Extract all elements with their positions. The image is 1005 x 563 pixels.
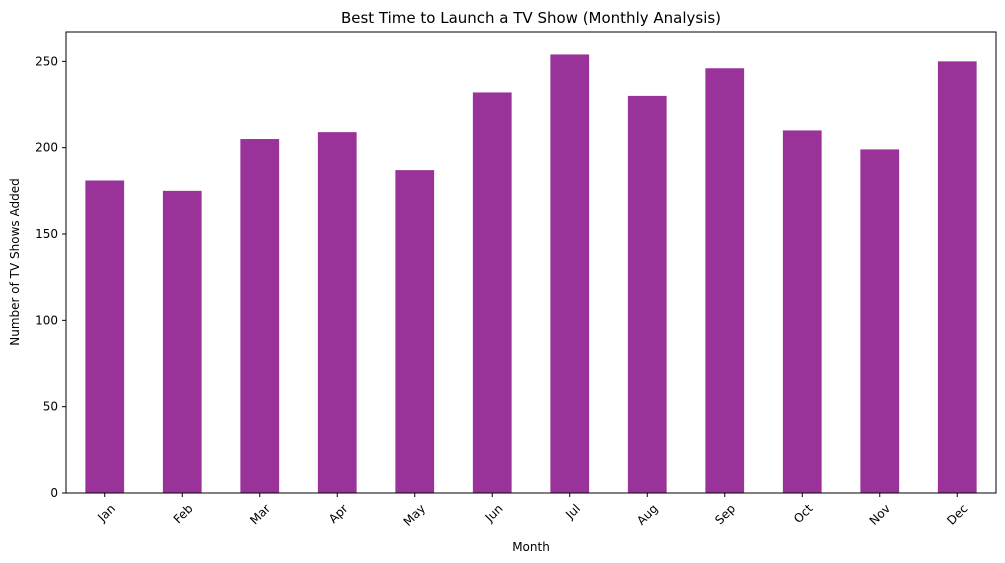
x-tick-label: Jan: [94, 501, 118, 525]
bar-nov: [860, 149, 900, 493]
x-tick-label: Nov: [867, 501, 893, 527]
bar-sep: [705, 68, 745, 494]
x-tick-label: Aug: [634, 501, 660, 527]
bar-feb: [162, 190, 202, 493]
y-tick-label: 0: [50, 486, 58, 500]
bar-jan: [85, 180, 125, 494]
x-tick-label: Sep: [712, 501, 738, 527]
x-axis-label: Month: [512, 540, 550, 554]
y-tick-label: 50: [43, 400, 58, 414]
y-axis-label: Number of TV Shows Added: [8, 178, 22, 345]
y-axis-ticks: 0 50 100 150 200 250: [35, 54, 66, 500]
chart-title: Best Time to Launch a TV Show (Monthly A…: [341, 9, 721, 27]
x-tick-label: Jun: [482, 501, 506, 525]
y-tick-label: 200: [35, 141, 58, 155]
x-tick-label: Feb: [171, 501, 196, 526]
bar-dec: [937, 61, 977, 494]
bars-group: [85, 54, 977, 494]
bar-aug: [627, 95, 667, 493]
plot-frame: [65, 31, 997, 494]
bar-apr: [317, 132, 357, 493]
x-tick-label: Apr: [326, 501, 351, 526]
bar-jul: [550, 54, 590, 494]
y-tick-label: 150: [35, 227, 58, 241]
x-tick-label: Dec: [944, 501, 970, 527]
x-tick-label: May: [401, 501, 428, 528]
bar-mar: [240, 139, 280, 493]
x-tick-label: Oct: [791, 501, 816, 526]
bar-oct: [782, 130, 822, 494]
y-tick-label: 100: [35, 313, 58, 327]
x-axis-ticks: Jan Feb Mar Apr May Jun Jul Aug Sep Oct Nov Dec: [94, 493, 971, 529]
bar-jun: [472, 92, 512, 493]
y-tick-label: 250: [35, 54, 58, 68]
x-tick-label: Mar: [247, 501, 273, 527]
x-tick-label: Jul: [562, 501, 583, 522]
bar-may: [395, 170, 435, 494]
